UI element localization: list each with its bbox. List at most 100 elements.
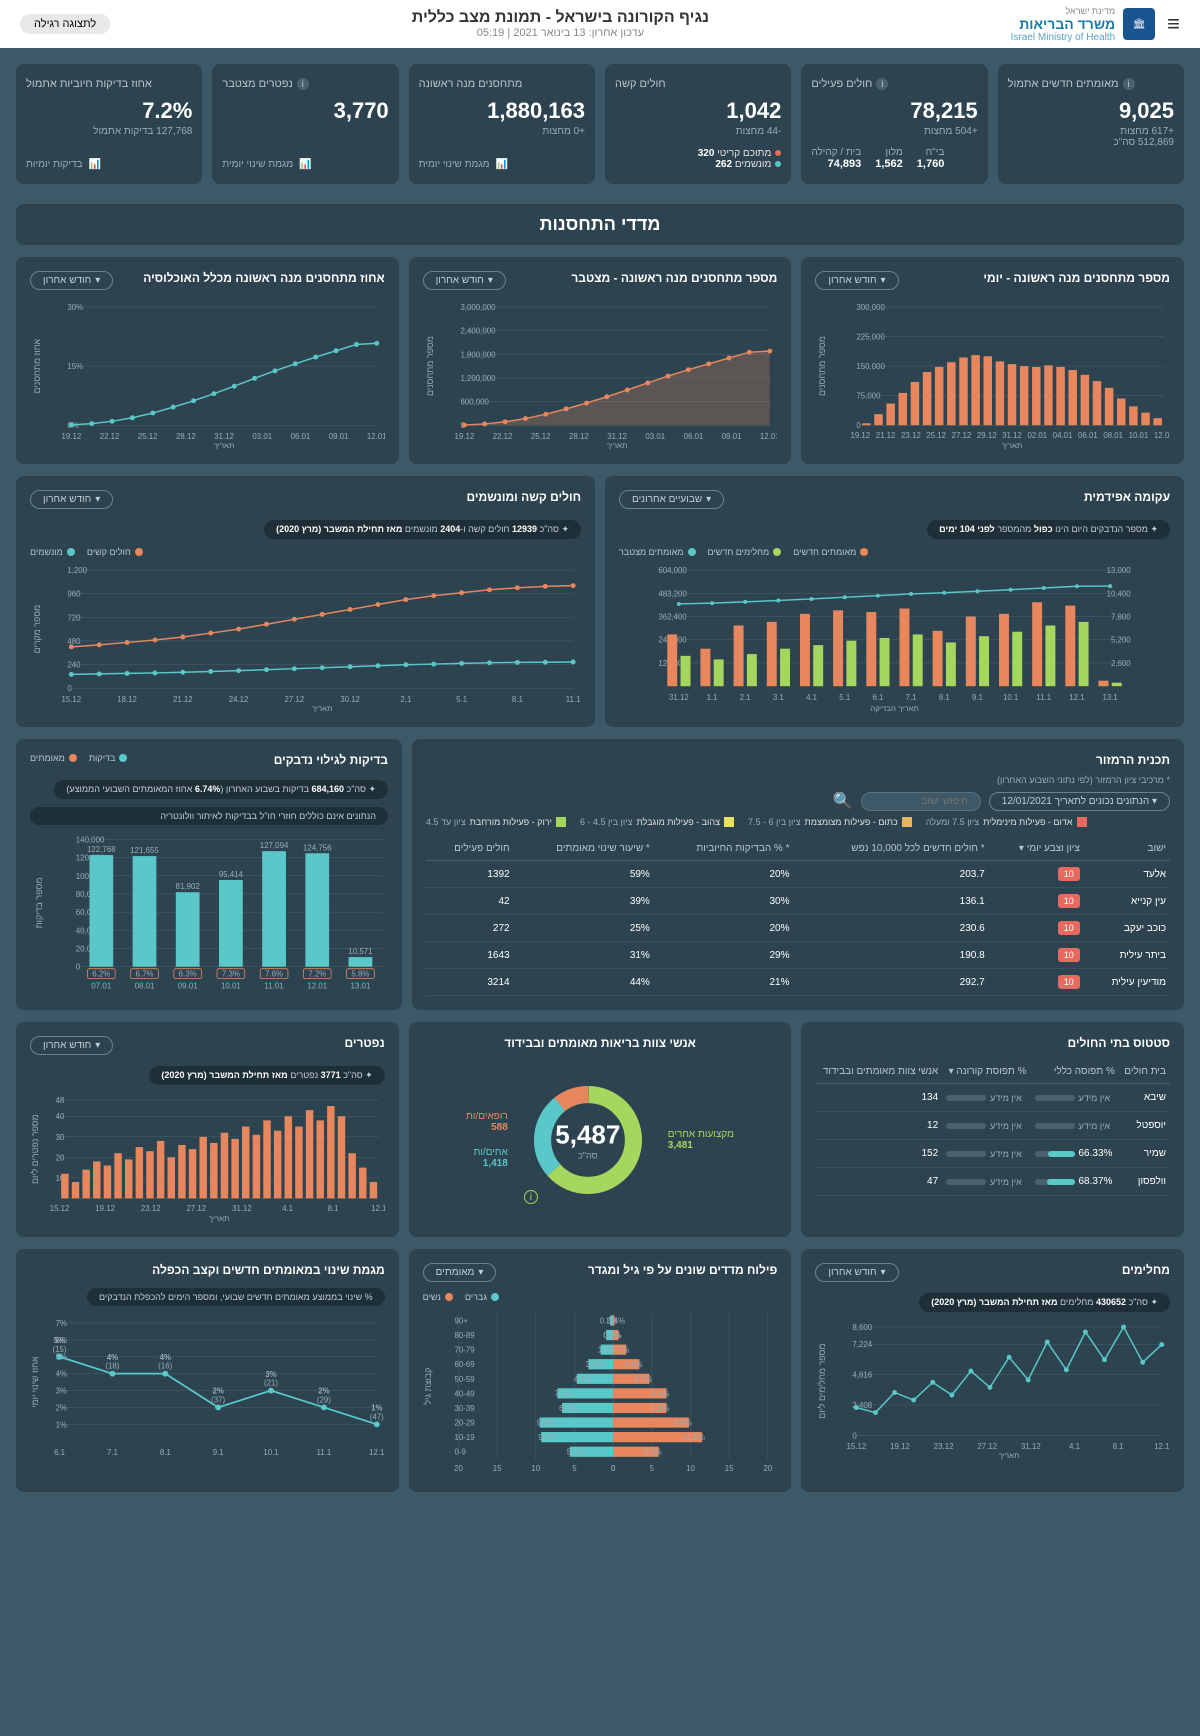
svg-text:(18): (18) <box>105 1362 119 1371</box>
svg-text:06.01: 06.01 <box>683 432 703 441</box>
svg-text:225,000: 225,000 <box>857 333 886 342</box>
svg-text:12.01: 12.01 <box>367 432 385 441</box>
period-dropdown[interactable]: ▾ שבועיים אחרונים <box>619 490 724 509</box>
legend: חולים קשיםמונשמים <box>30 547 581 557</box>
svg-text:20: 20 <box>56 1153 65 1162</box>
stats-row: iמאומתים חדשים אתמול 9,025 +617 מחצות 51… <box>16 64 1184 184</box>
svg-text:11.1: 11.1 <box>566 695 581 704</box>
svg-text:מספר מחלימים ליום: מספר מחלימים ליום <box>817 1344 827 1419</box>
svg-text:25.12: 25.12 <box>531 432 551 441</box>
svg-text:9.5%: 9.5% <box>536 1419 554 1428</box>
svg-text:28.12: 28.12 <box>176 432 196 441</box>
metric-dropdown[interactable]: ▾ מאומתים <box>423 1263 497 1282</box>
info-pill: ✦ סה"כ 3771 נפטרים מאז תחילת המשבר (מרץ … <box>149 1066 384 1085</box>
period-dropdown[interactable]: ▾ חודש אחרון <box>815 271 898 290</box>
svg-text:20: 20 <box>763 1464 772 1473</box>
svg-text:9.8%: 9.8% <box>674 1419 692 1428</box>
legend: גבריםנשים <box>423 1292 778 1302</box>
vacc-daily-panel: מספר מתחסנים מנה ראשונה - יומי ▾ חודש אח… <box>801 257 1184 464</box>
svg-text:08.01: 08.01 <box>1104 431 1124 440</box>
svg-text:7.2%: 7.2% <box>554 1389 572 1398</box>
svg-text:21.12: 21.12 <box>173 695 193 704</box>
svg-text:1%: 1% <box>371 1404 382 1413</box>
svg-text:0-9: 0-9 <box>454 1448 465 1457</box>
svg-text:2%: 2% <box>56 1403 67 1412</box>
stat-positive: אחוז בדיקות חיוביות אתמול 7.2% 127,768 ב… <box>16 64 202 184</box>
svg-text:7.6%: 7.6% <box>265 970 283 979</box>
svg-text:15.12: 15.12 <box>847 1442 867 1451</box>
svg-text:8,600: 8,600 <box>853 1323 873 1332</box>
svg-text:תאריך: תאריך <box>1002 441 1023 450</box>
svg-text:08.01: 08.01 <box>135 982 155 991</box>
info-icon[interactable]: i <box>876 78 888 90</box>
svg-text:4%: 4% <box>56 1370 67 1379</box>
info-pill: ✦ סה"כ 684,160 בדיקות בשבוע האחרון (6.74… <box>54 780 388 799</box>
donut-panel: אנשי צוות בריאות מאומתים ובבידוד מקצועות… <box>409 1022 792 1237</box>
period-dropdown[interactable]: ▾ חודש אחרון <box>815 1263 898 1282</box>
search-icon[interactable]: 🔍 <box>833 791 853 811</box>
svg-text:מספר נפטרים ליום: מספר נפטרים ליום <box>30 1114 40 1184</box>
svg-text:2%: 2% <box>318 1387 329 1396</box>
info-pill: הנתונים אינם כוללים חוזרי חו"ל בבדיקות ל… <box>30 807 388 825</box>
svg-text:06.01: 06.01 <box>1078 431 1098 440</box>
vacc-section-title: מדדי התחסנות <box>16 204 1184 245</box>
deaths-chart: 102030404815.1219.1223.1227.1231.124.18.… <box>30 1093 385 1223</box>
svg-text:0: 0 <box>853 1431 858 1440</box>
svg-text:9.1: 9.1 <box>213 1448 224 1457</box>
svg-text:3.4%: 3.4% <box>624 1360 642 1369</box>
svg-text:300,000: 300,000 <box>857 303 886 312</box>
svg-text:8.1: 8.1 <box>328 1204 339 1213</box>
svg-text:3.2%: 3.2% <box>585 1360 603 1369</box>
vacc-cum-panel: מספר מתחסנים מנה ראשונה - מצטבר ▾ חודש א… <box>409 257 792 464</box>
severe-vent-panel: חולים קשה ומונשמים ▾ חודש אחרון ✦ סה"כ 1… <box>16 476 595 727</box>
svg-text:6.6%: 6.6% <box>559 1404 577 1413</box>
svg-text:(16): (16) <box>158 1362 172 1371</box>
menu-icon[interactable]: ≡ <box>1167 11 1180 37</box>
info-icon[interactable]: i <box>1123 78 1135 90</box>
svg-text:18.12: 18.12 <box>117 695 137 704</box>
svg-text:7.2%: 7.2% <box>308 970 326 979</box>
svg-text:13.01: 13.01 <box>351 982 371 991</box>
panel-title: תכנית הרמזור <box>1096 753 1170 767</box>
period-dropdown[interactable]: ▾ חודש אחרון <box>30 490 113 509</box>
svg-text:20: 20 <box>454 1464 463 1473</box>
vacc-pct-chart: 0%15%30%19.1222.1225.1228.1231.1203.0106… <box>30 300 385 450</box>
panel-title: מחלימים <box>1122 1263 1170 1277</box>
period-dropdown[interactable]: ▾ חודש אחרון <box>30 271 113 290</box>
svg-text:3,000,000: 3,000,000 <box>460 303 496 312</box>
svg-text:תאריך הבדיקה: תאריך הבדיקה <box>870 704 919 713</box>
info-icon[interactable]: i <box>524 1190 538 1204</box>
trend-button[interactable]: 📊 בדיקות יומיות <box>26 159 192 170</box>
city-search-input[interactable] <box>861 792 981 811</box>
period-dropdown[interactable]: ▾ חודש אחרון <box>423 271 506 290</box>
period-dropdown[interactable]: ▾ חודש אחרון <box>30 1036 113 1055</box>
logo-block: 🏛 מדינת ישראל משרד הבריאות Israel Minist… <box>1011 6 1155 43</box>
svg-text:25.12: 25.12 <box>927 431 947 440</box>
svg-text:1%: 1% <box>56 1420 67 1429</box>
svg-text:04.01: 04.01 <box>1053 431 1073 440</box>
svg-text:מספר בדיקות: מספר בדיקות <box>34 878 44 929</box>
view-toggle-button[interactable]: לתצוגה רגילה <box>20 14 110 34</box>
svg-text:0: 0 <box>611 1464 616 1473</box>
severe-chart: 02404807209601,20015.1218.1221.1224.1227… <box>30 563 581 713</box>
svg-text:27.12: 27.12 <box>187 1204 207 1213</box>
info-icon[interactable]: i <box>297 78 309 90</box>
info-pill: % שינוי בממוצע מאומתים חדשים שבועי, ומספ… <box>87 1288 385 1306</box>
panel-title: עקומה אפידמית <box>1084 490 1170 504</box>
trend-button[interactable]: 📊 מגמת שינוי יומית <box>419 159 585 170</box>
panel-title: סטטוס בתי החולים <box>815 1036 1170 1050</box>
svg-text:תאריך: תאריך <box>606 441 627 450</box>
svg-text:23.12: 23.12 <box>141 1204 161 1213</box>
svg-text:31.12: 31.12 <box>214 432 234 441</box>
ramzor-legend: אדום - פעילות מינימליתציון 7.5 ומעלהכתום… <box>426 817 1170 827</box>
stat-new-confirmed: iמאומתים חדשים אתמול 9,025 +617 מחצות 51… <box>998 64 1184 184</box>
svg-text:1,200,000: 1,200,000 <box>460 374 496 383</box>
panel-title: אנשי צוות בריאות מאומתים ובבידוד <box>423 1036 778 1050</box>
trend-button[interactable]: 📊 מגמת שינוי יומית <box>222 159 388 170</box>
svg-text:6.9%: 6.9% <box>651 1389 669 1398</box>
svg-text:6.9%: 6.9% <box>651 1404 669 1413</box>
date-select[interactable]: ▾ הנתונים נכונים לתאריך 12/01/2021 <box>989 792 1170 811</box>
svg-text:22.12: 22.12 <box>492 432 512 441</box>
svg-text:10,571: 10,571 <box>348 947 373 956</box>
svg-text:3.1: 3.1 <box>773 693 784 702</box>
